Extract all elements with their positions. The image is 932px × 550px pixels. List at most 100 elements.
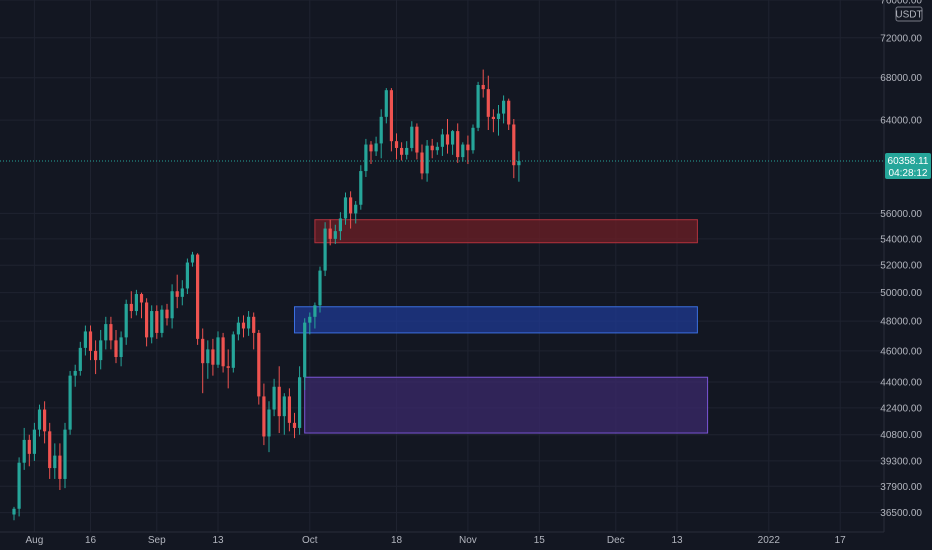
candle-body (481, 84, 485, 90)
price-tick-label: 37900.00 (880, 482, 922, 493)
candle-body (440, 134, 444, 147)
candle-body (343, 197, 348, 219)
time-tick-label: Aug (26, 535, 44, 546)
candle-body (349, 197, 353, 214)
candle-body (466, 144, 470, 151)
candle-body (292, 422, 297, 428)
price-tick-label: 44000.00 (880, 377, 922, 388)
candle-body (502, 100, 506, 114)
candle-body (170, 291, 174, 319)
candle-body (109, 324, 113, 341)
price-tick-label: 50000.00 (880, 288, 922, 299)
candle-body (369, 144, 373, 152)
candle-body (308, 316, 312, 323)
candle-body (415, 126, 419, 153)
time-tick-label: 15 (534, 535, 546, 546)
candle-body (58, 455, 62, 479)
candle-body (476, 84, 480, 128)
price-tick-label: 46000.00 (880, 346, 922, 357)
price-tick-label: 72000.00 (880, 33, 922, 44)
candle-body (384, 90, 388, 117)
candle-body (241, 322, 246, 329)
candle-body (420, 152, 424, 174)
last-price-label: 60358.11 (888, 156, 929, 167)
candle-body (190, 254, 195, 263)
candle-body (78, 347, 82, 371)
time-axis[interactable]: Aug 16 Sep 13 Oct 18 Nov 15 Dec 13 2022 17 (26, 535, 847, 546)
time-tick-label: Oct (302, 535, 318, 546)
candle-body (272, 386, 276, 410)
last-price-tag-box (885, 153, 931, 180)
time-tick-label: 17 (835, 535, 847, 546)
candle-body (405, 147, 409, 155)
candle-body (394, 141, 399, 148)
candle-body (410, 126, 414, 148)
candle-body (517, 161, 521, 166)
candle-body (211, 349, 215, 365)
candle-body (456, 131, 460, 158)
price-axis[interactable]: 36500.00 37900.00 39300.00 40800.00 42400.00… (880, 0, 922, 519)
candle-body (165, 309, 169, 319)
candle-body (27, 439, 31, 454)
price-tick-label: 76000.00 (880, 0, 922, 7)
candle-body (379, 116, 383, 144)
candle-body (226, 366, 230, 368)
time-tick-label: Sep (148, 535, 166, 546)
candle-body (68, 375, 72, 430)
candle-body (221, 337, 225, 367)
candle-body (389, 90, 393, 142)
candle-body (129, 303, 133, 312)
candle-body (364, 144, 368, 172)
time-tick-label: 16 (85, 535, 97, 546)
countdown-label: 04:28:12 (889, 168, 928, 179)
candles (12, 69, 521, 521)
candle-body (507, 100, 511, 125)
candle-body (236, 322, 240, 335)
candle-body (247, 316, 251, 329)
currency-badge[interactable]: USDT (895, 6, 923, 22)
candle-body (104, 324, 108, 341)
candle-body (206, 349, 210, 364)
candle-body (298, 377, 302, 428)
candle-body (99, 340, 103, 361)
price-tick-label: 56000.00 (880, 209, 922, 220)
candle-body (338, 218, 342, 232)
demand-zone-upper (294, 306, 698, 334)
candle-body (43, 409, 47, 432)
candle-body (119, 337, 123, 358)
candle-body (277, 386, 281, 417)
candle-body (328, 228, 332, 239)
candle-body (303, 322, 307, 378)
candle-body (354, 204, 358, 214)
candle-body (145, 302, 149, 338)
candle-body (257, 332, 261, 397)
candle-body (318, 270, 322, 306)
candle-body (267, 409, 271, 437)
candle-body (22, 439, 26, 463)
candle-body (287, 396, 291, 423)
candle-body (124, 303, 128, 338)
candle-body (512, 124, 516, 166)
candle-body (323, 228, 327, 271)
time-tick-label: 18 (391, 535, 403, 546)
candle-body (430, 145, 434, 151)
candle-body (313, 305, 317, 317)
candle-body (216, 337, 220, 365)
candle-body (435, 146, 439, 151)
candle-body (175, 291, 179, 297)
candle-body (471, 127, 475, 151)
candle-body (201, 338, 205, 364)
candle-body (231, 334, 235, 368)
candle-body (400, 147, 404, 155)
candle-body (461, 144, 465, 158)
candle-body (53, 455, 57, 469)
price-tick-label: 48000.00 (880, 317, 922, 328)
candle-body (17, 462, 21, 509)
price-tick-label: 52000.00 (880, 261, 922, 272)
candle-body (160, 309, 164, 333)
zones (294, 219, 709, 434)
